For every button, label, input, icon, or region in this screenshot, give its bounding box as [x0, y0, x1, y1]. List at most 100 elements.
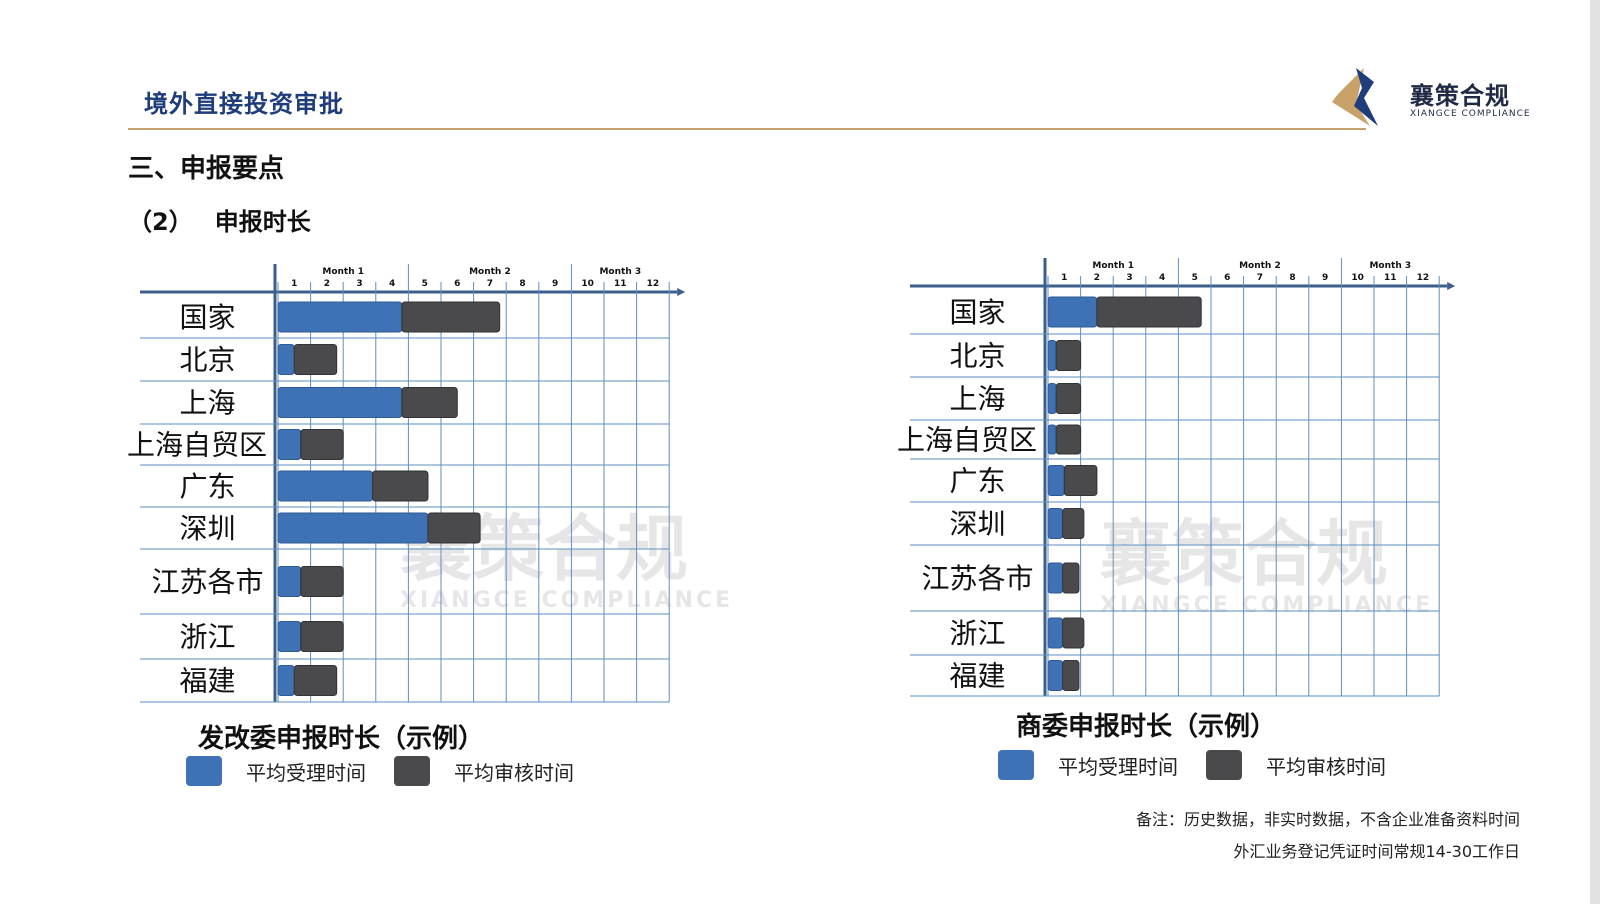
week-tick-label: 4 — [1159, 273, 1165, 283]
legend-review-swatch — [394, 756, 430, 786]
bar-review — [1062, 660, 1080, 691]
month-label: Month 2 — [1239, 261, 1281, 271]
bar-review — [1062, 562, 1080, 594]
bar-review — [427, 512, 481, 544]
bar-accept — [277, 301, 403, 333]
category-label: 上海自贸区 — [127, 429, 267, 462]
category-label: 广东 — [949, 465, 1005, 498]
week-tick-label: 9 — [552, 279, 558, 289]
bar-accept — [1047, 617, 1064, 649]
ndrc-chart-title: 发改委申报时长（示例） — [198, 724, 485, 754]
week-tick-label: 6 — [454, 279, 460, 289]
legend-accept-swatch — [998, 750, 1034, 780]
bar-accept — [277, 621, 302, 652]
week-tick-label: 2 — [324, 279, 330, 289]
footnote-line-1: 备注：历史数据，非实时数据，不含企业准备资料时间 — [1135, 810, 1520, 829]
bar-accept — [1047, 340, 1057, 371]
week-tick-label: 6 — [1224, 273, 1230, 283]
week-tick-label: 3 — [356, 279, 362, 289]
category-label: 国家 — [179, 301, 235, 334]
bar-review — [293, 344, 338, 375]
bar-review — [401, 301, 501, 333]
legend-review-label: 平均审核时间 — [1266, 754, 1386, 779]
category-label: 上海 — [179, 387, 235, 420]
month-label: Month 1 — [322, 267, 364, 277]
bar-accept — [1047, 508, 1064, 539]
subheading-text: 申报时长 — [214, 208, 311, 236]
bar-review — [293, 665, 338, 696]
bar-accept — [1047, 424, 1057, 455]
bar-review — [300, 429, 344, 460]
bar-review — [372, 470, 429, 502]
bar-review — [1062, 617, 1085, 649]
bar-accept — [1047, 660, 1064, 691]
bar-review — [401, 387, 458, 418]
category-label: 福建 — [179, 665, 235, 698]
week-tick-label: 8 — [1289, 273, 1295, 283]
legend-accept-swatch — [186, 756, 222, 786]
bar-accept — [277, 512, 429, 544]
category-label: 北京 — [949, 340, 1005, 373]
week-tick-label: 12 — [647, 279, 660, 289]
bar-review — [1055, 424, 1082, 455]
header-divider — [128, 128, 1366, 130]
bar-review — [1096, 296, 1202, 328]
bar-accept — [277, 566, 302, 597]
bar-accept — [277, 429, 302, 460]
axis-arrow-icon — [1447, 282, 1456, 290]
week-tick-label: 5 — [422, 279, 428, 289]
bar-accept — [277, 387, 403, 418]
month-label: Month 3 — [1369, 261, 1411, 271]
week-tick-label: 9 — [1322, 273, 1328, 283]
week-tick-label: 5 — [1192, 273, 1198, 283]
bar-review — [1062, 508, 1085, 539]
mofcom-legend: 平均受理时间 平均审核时间 — [998, 750, 1386, 780]
bar-accept — [277, 344, 295, 375]
section-subheading: （2） 申报时长 — [128, 202, 311, 237]
week-tick-label: 1 — [291, 279, 297, 289]
bar-accept — [277, 470, 374, 502]
month-label: Month 3 — [599, 267, 641, 277]
axis-arrow-icon — [677, 288, 686, 296]
category-label: 江苏各市 — [921, 562, 1033, 595]
category-label: 深圳 — [949, 508, 1005, 541]
bar-accept — [1047, 383, 1057, 414]
section-heading: 三、申报要点 — [128, 154, 285, 184]
brand-subtitle: XIANGCE COMPLIANCE — [1410, 109, 1531, 119]
subheading-number: （2） — [128, 208, 193, 236]
legend-accept-label: 平均受理时间 — [1058, 754, 1178, 779]
month-label: Month 2 — [469, 267, 511, 277]
category-label: 深圳 — [179, 512, 235, 545]
category-label: 浙江 — [949, 617, 1005, 650]
category-label: 浙江 — [179, 621, 235, 654]
ndrc-legend: 平均受理时间 平均审核时间 — [186, 756, 574, 786]
week-tick-label: 8 — [519, 279, 525, 289]
page-title: 境外直接投资审批 — [144, 90, 344, 118]
footnote-line-2: 外汇业务登记凭证时间常规14-30工作日 — [1233, 842, 1521, 861]
category-label: 江苏各市 — [151, 566, 263, 599]
week-tick-label: 7 — [487, 279, 493, 289]
category-label: 广东 — [179, 470, 235, 503]
window-edge — [1590, 0, 1600, 904]
week-tick-label: 7 — [1257, 273, 1263, 283]
month-label: Month 1 — [1092, 261, 1134, 271]
brand-logo-icon — [1332, 68, 1378, 126]
bar-accept — [1047, 562, 1064, 594]
bar-review — [300, 621, 344, 652]
week-tick-label: 11 — [1384, 273, 1397, 283]
category-label: 国家 — [949, 296, 1005, 329]
bar-accept — [1047, 465, 1065, 496]
brand-name: 襄策合规 — [1410, 82, 1510, 110]
legend-review-label: 平均审核时间 — [454, 760, 574, 785]
week-tick-label: 4 — [389, 279, 395, 289]
mofcom-chart-title: 商委申报时长（示例） — [1016, 712, 1277, 742]
category-label: 上海自贸区 — [897, 424, 1037, 457]
category-label: 上海 — [949, 383, 1005, 416]
bar-accept — [1047, 296, 1098, 328]
week-tick-label: 10 — [581, 279, 594, 289]
week-tick-label: 2 — [1094, 273, 1100, 283]
legend-review-swatch — [1206, 750, 1242, 780]
legend-accept-label: 平均受理时间 — [246, 760, 366, 785]
